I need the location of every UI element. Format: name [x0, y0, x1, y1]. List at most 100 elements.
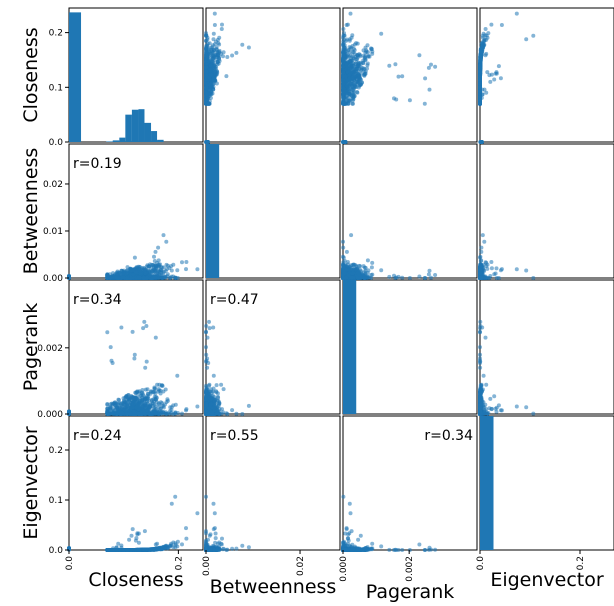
data-point: [220, 22, 224, 27]
data-point: [143, 271, 148, 276]
data-point: [180, 260, 184, 265]
data-point: [211, 37, 216, 42]
data-point: [344, 249, 349, 254]
data-point: [358, 82, 363, 87]
data-point: [341, 41, 346, 46]
panel-closeness-vs-eigenvector: [479, 7, 614, 143]
panel-pagerank-vs-pagerank: [342, 279, 478, 415]
data-point: [479, 262, 484, 267]
data-point: [494, 266, 499, 271]
data-point: [351, 64, 356, 68]
data-point: [479, 50, 484, 55]
data-point: [393, 62, 398, 67]
data-point: [478, 65, 483, 70]
data-point: [161, 410, 166, 414]
data-point: [341, 254, 345, 259]
data-point: [157, 269, 161, 274]
data-point: [215, 70, 220, 75]
data-point: [433, 64, 438, 69]
data-point: [524, 268, 529, 273]
data-point: [387, 63, 392, 68]
data-point: [207, 41, 212, 46]
data-point: [349, 233, 354, 238]
data-point: [341, 96, 346, 101]
data-point: [161, 233, 166, 238]
data-point: [478, 77, 482, 82]
data-point: [531, 33, 536, 38]
data-point: [479, 44, 484, 48]
data-point: [366, 268, 371, 273]
data-point: [370, 260, 375, 265]
data-point: [108, 276, 113, 280]
panel-betweenness-vs-eigenvector: [479, 143, 614, 279]
data-point: [113, 402, 117, 407]
data-point: [214, 53, 219, 58]
data-point: [171, 262, 176, 267]
data-point: [482, 239, 487, 244]
scatter-closeness-vs-betweenness: [204, 11, 251, 144]
data-point: [343, 89, 347, 94]
data-point: [355, 53, 360, 58]
data-point: [208, 63, 213, 68]
data-point: [212, 77, 217, 82]
data-point: [143, 365, 148, 370]
data-point: [498, 268, 503, 273]
data-point: [351, 85, 356, 90]
data-point: [207, 82, 212, 87]
data-point: [531, 276, 536, 280]
data-point: [130, 329, 135, 334]
data-point: [207, 59, 212, 64]
data-point: [396, 74, 401, 79]
data-point: [173, 276, 178, 280]
data-point: [524, 37, 529, 42]
data-point: [429, 275, 433, 280]
data-point: [343, 45, 347, 50]
data-point: [351, 50, 356, 55]
data-point: [129, 267, 134, 272]
data-point: [210, 50, 215, 54]
data-point: [208, 89, 213, 94]
scatter-closeness-vs-pagerank: [341, 11, 438, 144]
data-point: [349, 81, 354, 86]
panel-eigenvector-vs-betweenness: [205, 415, 341, 551]
data-point: [341, 265, 346, 270]
data-point: [211, 53, 216, 58]
data-point: [363, 271, 368, 276]
data-point: [494, 276, 499, 280]
data-point: [478, 254, 483, 259]
data-point: [478, 89, 482, 94]
data-point: [144, 359, 149, 364]
data-point: [478, 140, 483, 144]
data-point: [152, 259, 157, 263]
data-point: [423, 76, 428, 81]
data-point: [175, 373, 180, 378]
data-point: [180, 411, 184, 416]
data-point: [132, 255, 137, 260]
data-point: [479, 245, 484, 250]
data-point: [484, 51, 489, 56]
data-point: [225, 55, 230, 59]
data-point: [483, 276, 488, 280]
data-point: [117, 398, 121, 402]
data-point: [341, 101, 345, 106]
data-point: [485, 262, 490, 267]
data-point: [363, 45, 368, 50]
data-point: [369, 47, 374, 52]
data-point: [344, 276, 349, 280]
data-point: [153, 249, 158, 254]
data-point: [156, 258, 161, 263]
data-point: [347, 38, 352, 43]
data-point: [165, 263, 170, 268]
data-point: [478, 53, 483, 58]
data-point: [482, 87, 487, 92]
data-point: [358, 276, 363, 280]
data-point: [478, 275, 482, 280]
data-point: [219, 27, 224, 31]
data-point: [429, 62, 433, 67]
data-point: [211, 31, 216, 36]
data-point: [156, 245, 161, 250]
data-point: [347, 77, 352, 82]
data-point: [204, 33, 208, 38]
data-point: [168, 405, 173, 410]
